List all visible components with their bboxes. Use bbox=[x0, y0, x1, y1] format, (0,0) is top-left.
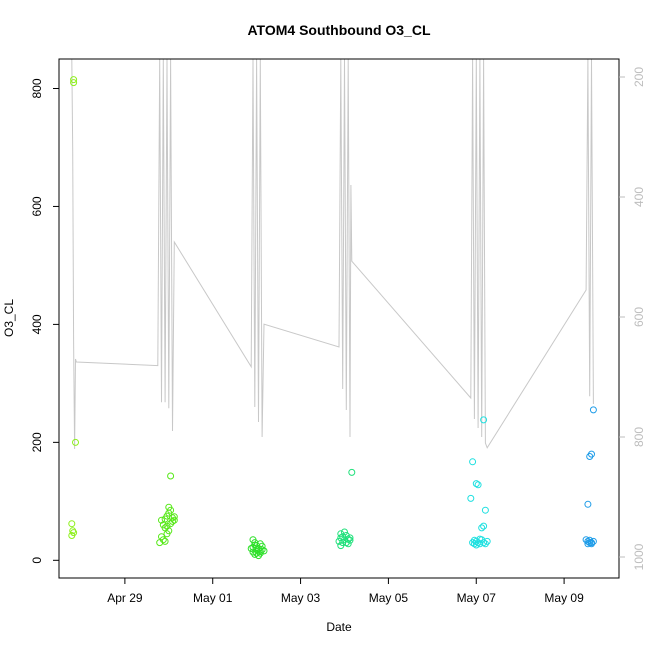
x-axis: Apr 29 May 01 May 03 May 05 May 07 May 09 bbox=[107, 578, 584, 605]
data-point-5-10 bbox=[586, 536, 594, 544]
data-point-2-15 bbox=[253, 546, 261, 554]
data-point-4-2 bbox=[472, 480, 480, 488]
data-point-3-13 bbox=[346, 536, 354, 544]
y-right-tick-label-0: 200 bbox=[632, 67, 646, 87]
data-point-2-17 bbox=[251, 541, 259, 549]
data-point-2-14 bbox=[249, 548, 257, 556]
data-point-0-3 bbox=[68, 520, 76, 528]
data-point-1-17 bbox=[156, 539, 164, 547]
data-point-1-18 bbox=[165, 503, 173, 511]
plot-frame bbox=[58, 58, 620, 579]
data-point-3-4 bbox=[342, 539, 350, 547]
data-point-1-0 bbox=[167, 472, 175, 480]
data-point-3-11 bbox=[344, 535, 352, 543]
data-point-0-0 bbox=[70, 76, 78, 84]
data-point-1-15 bbox=[167, 520, 175, 528]
y-axis: 0 200 400 600 800 bbox=[30, 78, 59, 564]
y-axis-right: 200 400 600 800 1000 bbox=[619, 67, 646, 570]
data-point-4-18 bbox=[472, 541, 480, 549]
data-point-4-6 bbox=[480, 522, 488, 530]
data-point-2-6 bbox=[249, 543, 257, 551]
y-right-tick-label-3: 800 bbox=[632, 427, 646, 447]
data-point-4-3 bbox=[474, 481, 482, 489]
x-tick-label-3: May 05 bbox=[369, 591, 409, 605]
data-point-5-11 bbox=[588, 539, 595, 547]
data-point-1-1 bbox=[158, 516, 165, 524]
data-point-0-1 bbox=[70, 79, 78, 87]
data-point-5-9 bbox=[584, 540, 592, 548]
y-tick-label-1: 200 bbox=[30, 432, 44, 452]
data-point-5-0 bbox=[589, 406, 597, 414]
data-point-4-5 bbox=[481, 506, 489, 514]
points-layer bbox=[68, 76, 597, 560]
data-point-4-1 bbox=[469, 458, 477, 466]
x-tick-label-1: May 01 bbox=[193, 591, 233, 605]
data-point-2-16 bbox=[256, 549, 264, 557]
data-point-4-0 bbox=[480, 416, 488, 424]
data-point-0-6 bbox=[70, 529, 78, 537]
data-point-4-14 bbox=[480, 539, 488, 547]
data-point-0-2 bbox=[72, 438, 79, 446]
data-point-2-11 bbox=[258, 542, 266, 550]
y-axis-label: O3_CL bbox=[2, 299, 16, 337]
data-point-1-11 bbox=[163, 530, 171, 538]
data-point-5-3 bbox=[584, 500, 592, 508]
x-tick-label-5: May 09 bbox=[544, 591, 584, 605]
data-point-3-12 bbox=[339, 539, 347, 547]
secondary-series-line bbox=[71, 58, 594, 450]
data-point-4-16 bbox=[483, 537, 491, 545]
data-point-4-4 bbox=[467, 494, 475, 502]
secondary-line-layer bbox=[71, 58, 594, 450]
y-right-tick-label-2: 600 bbox=[632, 307, 646, 327]
y-tick-label-4: 800 bbox=[30, 78, 44, 98]
x-tick-label-4: May 07 bbox=[457, 591, 497, 605]
data-point-3-7 bbox=[335, 537, 343, 545]
y-right-tick-label-4: 1000 bbox=[632, 543, 646, 570]
x-tick-label-0: Apr 29 bbox=[107, 591, 143, 605]
data-point-3-9 bbox=[341, 528, 348, 536]
data-point-1-20 bbox=[170, 513, 178, 521]
y-tick-label-0: 0 bbox=[30, 557, 44, 564]
data-point-2-13 bbox=[260, 547, 268, 555]
y-tick-label-3: 600 bbox=[30, 196, 44, 216]
data-point-3-6 bbox=[346, 534, 354, 542]
data-point-4-19 bbox=[470, 536, 478, 544]
y-tick-label-2: 400 bbox=[30, 314, 44, 334]
data-point-1-16 bbox=[169, 517, 176, 525]
y-right-tick-label-1: 400 bbox=[632, 187, 646, 207]
data-point-1-7 bbox=[170, 516, 178, 524]
x-tick-label-2: May 03 bbox=[281, 591, 321, 605]
x-axis-label: Date bbox=[326, 620, 352, 634]
data-point-1-19 bbox=[163, 522, 171, 530]
data-point-4-7 bbox=[478, 524, 486, 532]
data-point-3-0 bbox=[348, 468, 356, 476]
data-point-3-14 bbox=[337, 534, 345, 542]
chart-title: ATOM4 Southbound O3_CL bbox=[247, 22, 430, 38]
data-point-5-2 bbox=[586, 453, 594, 460]
